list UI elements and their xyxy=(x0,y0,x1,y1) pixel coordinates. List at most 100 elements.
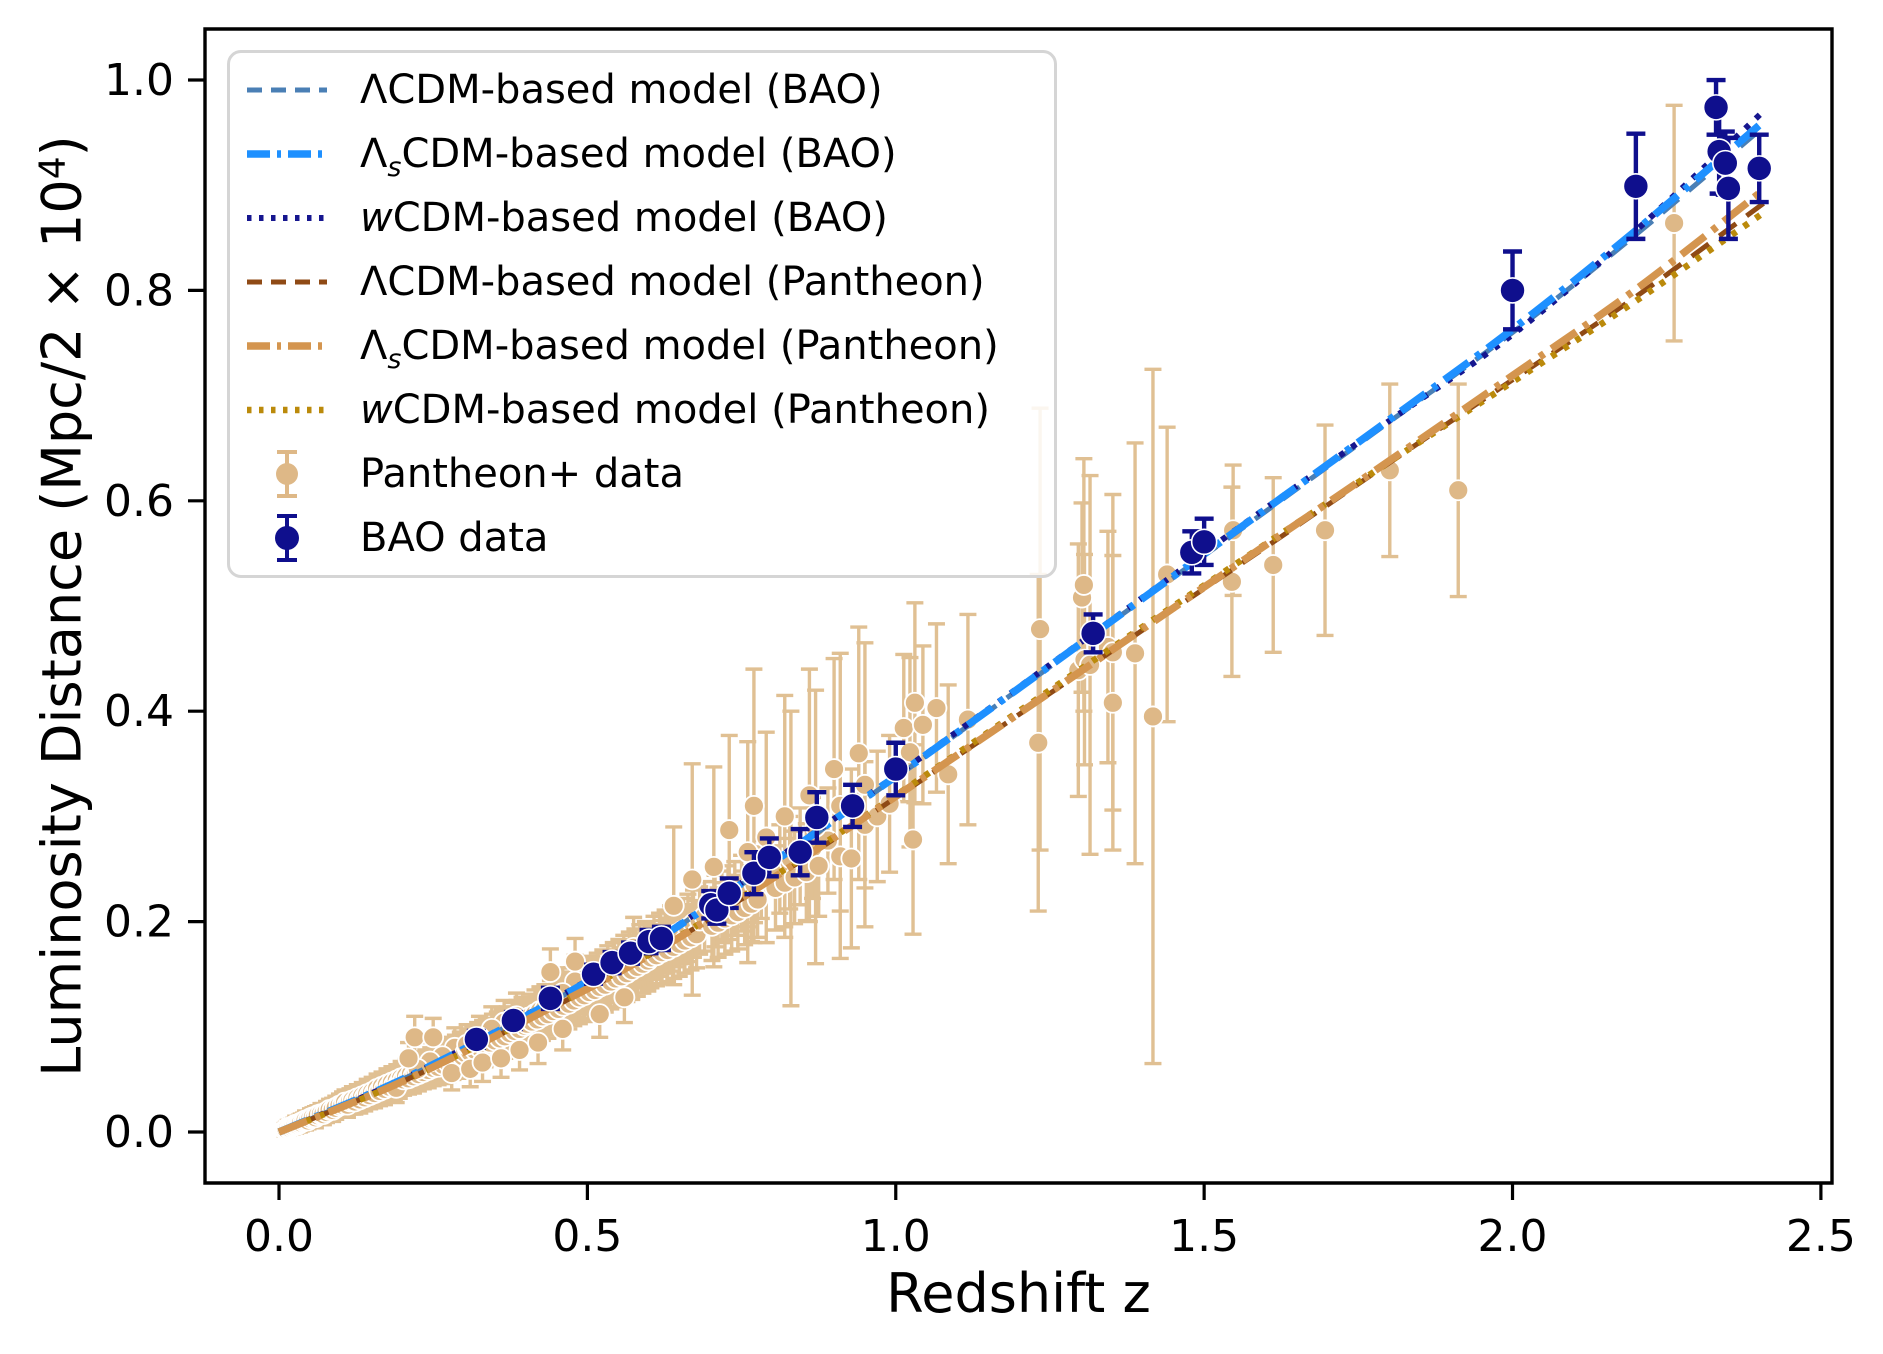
model-curve-pan_lscdm xyxy=(277,185,1768,1136)
bao-point xyxy=(1499,277,1526,304)
pantheon-point xyxy=(1663,212,1686,234)
y-axis-label-close: ) xyxy=(30,135,94,157)
errorbar-marker-icon xyxy=(276,450,298,498)
pantheon-point xyxy=(539,961,562,983)
pantheon-point xyxy=(471,1051,494,1074)
pantheon-point xyxy=(1314,519,1336,542)
y-axis-label-superscript: 4 xyxy=(32,156,74,180)
y-axis-label: Luminosity Distance (Mpc/2 × 104) xyxy=(31,135,94,1076)
pantheon-point xyxy=(899,741,921,764)
x-tick-label: 2.0 xyxy=(1478,1211,1548,1262)
pantheon-point xyxy=(613,986,636,1009)
pantheon-point xyxy=(527,1031,549,1054)
pantheon-point xyxy=(807,854,830,877)
legend: ΛCDM-based model (BAO) ΛsCDM-based model … xyxy=(227,50,1057,578)
legend-row-bao_lscdm: ΛsCDM-based model (BAO) xyxy=(244,123,1044,185)
pantheon-point xyxy=(743,794,765,817)
pantheon-point xyxy=(925,697,948,719)
line-style-icon xyxy=(247,87,327,93)
line-style-icon xyxy=(247,215,327,221)
bao-point xyxy=(1745,155,1773,182)
x-tick-label: 2.5 xyxy=(1786,1211,1856,1262)
pantheon-point xyxy=(508,1039,531,1061)
plot-area-spines xyxy=(203,27,1834,1185)
x-axis-label: Redshift z xyxy=(886,1262,1151,1325)
pantheon-point xyxy=(1027,731,1050,754)
legend-label-pan_lscdm: ΛsCDM-based model (Pantheon) xyxy=(360,323,999,375)
legend-swatch-pan_lcdm xyxy=(244,254,330,310)
pantheon-point xyxy=(1447,479,1470,502)
bao-points xyxy=(463,94,1773,1053)
pantheon-point xyxy=(440,1062,463,1084)
bao-point xyxy=(1715,175,1742,202)
y-tick-label: 1.0 xyxy=(104,55,174,106)
legend-swatch-bao xyxy=(244,510,330,566)
bao-point xyxy=(803,804,831,831)
legend-row-bao: BAO data xyxy=(244,507,1044,569)
bao-point xyxy=(1190,528,1218,556)
pantheon-point xyxy=(422,1026,445,1049)
bao-point xyxy=(715,879,743,907)
line-style-icon xyxy=(247,406,327,414)
pantheon-point xyxy=(702,855,725,878)
legend-marker xyxy=(276,463,298,485)
legend-swatch-pan_wcdm xyxy=(244,382,330,438)
pantheon-point xyxy=(903,691,926,714)
y-tick-label: 0.2 xyxy=(104,897,174,948)
pantheon-point xyxy=(847,742,870,765)
legend-label-bao_wcdm: wCDM-based model (BAO) xyxy=(360,195,888,241)
pantheon-point xyxy=(397,1047,420,1070)
line-style-icon xyxy=(247,150,327,158)
legend-label-pan_lcdm: ΛCDM-based model (Pantheon) xyxy=(360,259,985,305)
legend-swatch-bao_lcdm xyxy=(244,62,330,118)
pantheon-point xyxy=(840,847,863,870)
x-tick-label: 1.5 xyxy=(1169,1211,1239,1262)
y-tick-label: 0.8 xyxy=(104,265,174,316)
axis-ticks: 0.0 0.5 1.0 1.5 2.0 2.5 0.0 0.2 0.4 0.6 0.8 1.0 xyxy=(104,55,1856,1262)
bao-point xyxy=(1622,172,1650,200)
legend-row-bao_lcdm: ΛCDM-based model (BAO) xyxy=(244,59,1044,121)
bao-point xyxy=(500,1007,527,1034)
legend-label-bao_lcdm: ΛCDM-based model (BAO) xyxy=(360,67,883,113)
pantheon-point xyxy=(1142,705,1164,728)
legend-swatch-bao_lscdm xyxy=(244,126,330,182)
model-curve-bao_lscdm xyxy=(277,117,1768,1136)
bao-point xyxy=(1702,94,1730,121)
bao-point xyxy=(1712,149,1739,177)
legend-row-pan_lcdm: ΛCDM-based model (Pantheon) xyxy=(244,251,1044,313)
legend-marker xyxy=(275,526,299,550)
legend-label-bao_lscdm: ΛsCDM-based model (BAO) xyxy=(360,131,897,183)
y-axis-label-text: Luminosity Distance (Mpc/2 × 10 xyxy=(30,179,94,1077)
pantheon-point xyxy=(823,758,845,780)
legend-label-pan_wcdm: wCDM-based model (Pantheon) xyxy=(360,387,990,433)
errorbar-marker-icon xyxy=(275,514,299,562)
pantheon-point xyxy=(1101,691,1124,714)
pantheon-point xyxy=(912,713,934,736)
y-tick-label: 0.0 xyxy=(104,1107,174,1158)
pantheon-point xyxy=(1262,554,1285,576)
legend-row-pan_wcdm: wCDM-based model (Pantheon) xyxy=(244,379,1044,441)
bao-point xyxy=(1079,620,1107,647)
bao-point xyxy=(648,925,675,952)
pantheon-point xyxy=(1072,574,1095,596)
pantheon-point xyxy=(892,717,915,739)
bao-point xyxy=(839,792,866,820)
pantheon-point xyxy=(1124,642,1146,665)
y-tick-label: 0.4 xyxy=(104,686,174,737)
x-tick-label: 0.0 xyxy=(244,1211,314,1262)
y-tick-label: 0.6 xyxy=(104,476,174,527)
bao-point xyxy=(537,985,564,1012)
legend-swatch-bao_wcdm xyxy=(244,190,330,246)
x-tick-label: 1.0 xyxy=(861,1211,931,1262)
pantheon-point xyxy=(490,1047,512,1070)
pantheon-point xyxy=(773,805,796,828)
line-style-icon xyxy=(247,342,327,350)
bao-point xyxy=(882,755,910,783)
x-tick-label: 0.5 xyxy=(552,1211,622,1262)
legend-swatch-pan_lscdm xyxy=(244,318,330,374)
legend-row-pantheon: Pantheon+ data xyxy=(244,443,1044,505)
pantheon-point xyxy=(681,868,704,891)
line-style-icon xyxy=(247,279,327,285)
pantheon-point xyxy=(564,950,586,973)
